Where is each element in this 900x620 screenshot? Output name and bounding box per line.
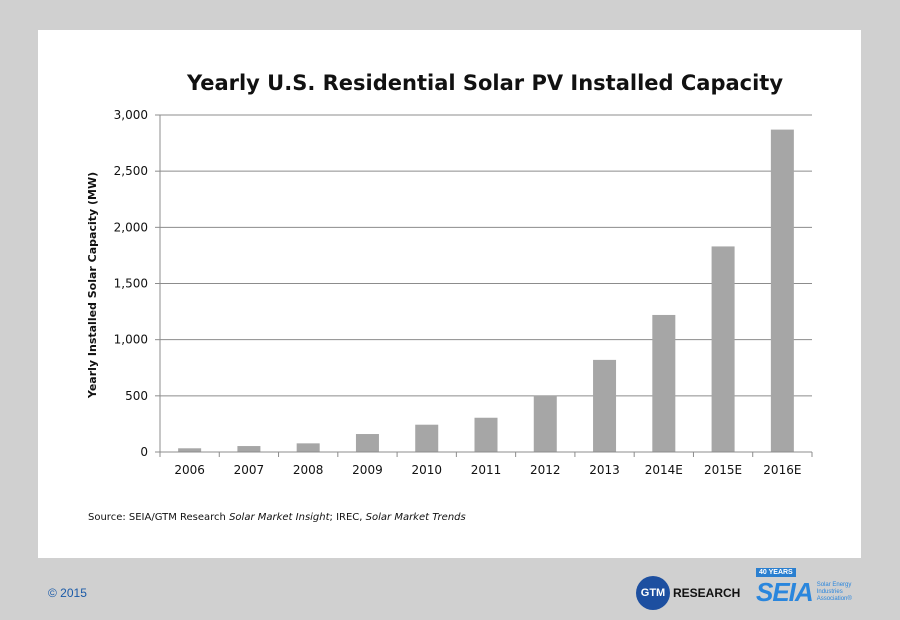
chart-title: Yearly U.S. Residential Solar PV Install… bbox=[186, 71, 783, 95]
x-tick-label: 2012 bbox=[530, 463, 561, 477]
bar-2011 bbox=[474, 417, 498, 452]
bar-2008 bbox=[296, 443, 320, 452]
y-tick-label: 2,000 bbox=[114, 220, 148, 234]
x-tick-label: 2007 bbox=[234, 463, 265, 477]
copyright: © 2015 bbox=[48, 586, 87, 600]
bar-2006 bbox=[178, 448, 202, 452]
x-tick-label: 2014E bbox=[645, 463, 683, 477]
x-tick-label: 2011 bbox=[471, 463, 502, 477]
seia-years: 40 YEARS bbox=[756, 568, 796, 577]
y-axis-label: Yearly Installed Solar Capacity (MW) bbox=[86, 172, 99, 399]
bar-2016E bbox=[770, 129, 794, 452]
gtm-logo-text: RESEARCH bbox=[673, 586, 741, 600]
gtm-logo-circle: GTM bbox=[636, 576, 670, 610]
bar-2015E bbox=[711, 246, 735, 452]
x-tick-label: 2016E bbox=[763, 463, 801, 477]
x-tick-label: 2013 bbox=[589, 463, 620, 477]
x-tick-label: 2010 bbox=[411, 463, 442, 477]
gtm-research-logo: GTM RESEARCH bbox=[636, 576, 740, 610]
y-tick-label: 2,500 bbox=[114, 164, 148, 178]
y-tick-label: 500 bbox=[125, 389, 148, 403]
x-tick-label: 2015E bbox=[704, 463, 742, 477]
y-tick-label: 0 bbox=[140, 445, 148, 459]
bar-2009 bbox=[355, 434, 379, 452]
y-tick-label: 1,000 bbox=[114, 333, 148, 347]
y-tick-label: 3,000 bbox=[114, 108, 148, 122]
x-tick-label: 2008 bbox=[293, 463, 324, 477]
bar-2007 bbox=[237, 446, 261, 452]
seia-wordmark: SEIA bbox=[756, 577, 814, 607]
seia-logo-row: SEIA Solar Energy Industries Association® bbox=[756, 578, 862, 606]
bar-2010 bbox=[415, 424, 439, 452]
bar-2013 bbox=[593, 359, 617, 452]
seia-logo: 40 YEARS SEIA Solar Energy Industries Ass… bbox=[756, 568, 862, 606]
x-tick-label: 2006 bbox=[174, 463, 205, 477]
source-note: Source: SEIA/GTM Research Solar Market I… bbox=[88, 512, 466, 523]
bar-2012 bbox=[533, 395, 557, 452]
seia-tagline: Solar Energy Industries Association® bbox=[816, 581, 852, 602]
bar-2014E bbox=[652, 314, 676, 452]
x-tick-label: 2009 bbox=[352, 463, 383, 477]
y-tick-label: 1,500 bbox=[114, 277, 148, 291]
